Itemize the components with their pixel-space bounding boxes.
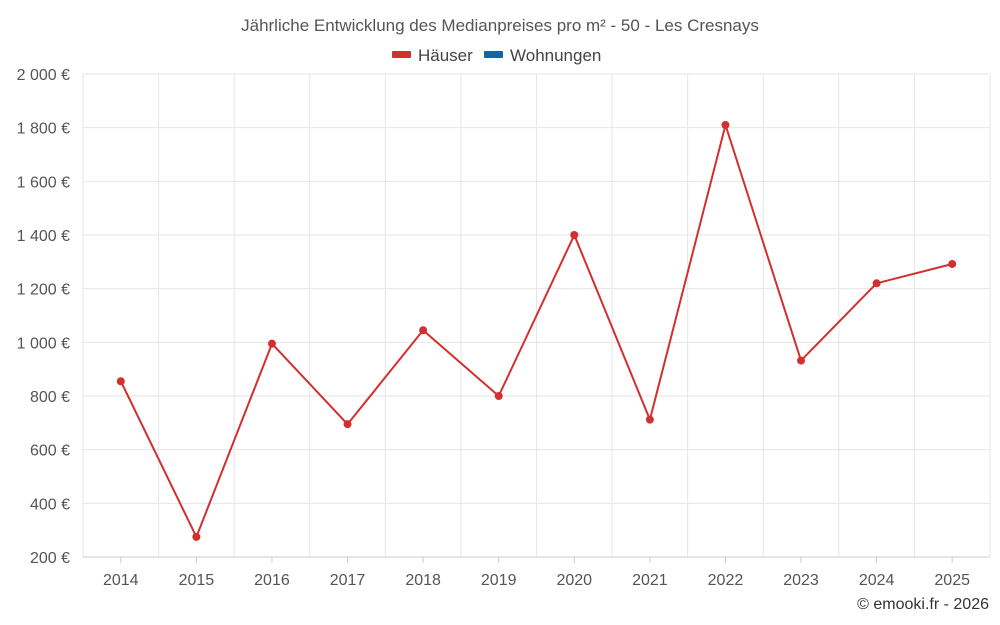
y-tick-label: 200 € [30, 550, 70, 567]
x-tick-label: 2016 [254, 572, 290, 589]
data-point[interactable] [419, 326, 428, 335]
legend-item-hauser[interactable]: Häuser [392, 46, 473, 65]
data-point[interactable] [948, 259, 957, 268]
x-tick-label: 2014 [103, 572, 139, 589]
x-tick-label: 2024 [859, 572, 895, 589]
series-line-0 [119, 124, 953, 538]
x-tick-label: 2017 [330, 572, 366, 589]
chart-title: Jährliche Entwicklung des Medianpreises … [241, 16, 759, 35]
grid [82, 73, 991, 558]
y-axis: 200 € 400 € 600 € 800 € 1 000 € 1 200 € 1 400 … [17, 67, 70, 567]
y-tick-label: 1 600 € [17, 174, 70, 191]
x-tick-label: 2020 [556, 572, 592, 589]
x-tick-label: 2015 [179, 572, 215, 589]
y-tick-label: 600 € [30, 443, 70, 460]
x-tick-label: 2019 [481, 572, 517, 589]
data-point[interactable] [116, 377, 125, 386]
y-tick-label: 800 € [30, 389, 70, 406]
data-point[interactable] [494, 392, 503, 400]
y-tick-label: 1 800 € [17, 121, 70, 138]
series-layer [116, 120, 957, 541]
x-tick-label: 2022 [708, 572, 744, 589]
data-point[interactable] [872, 279, 881, 288]
legend-swatch-hauser [392, 51, 411, 58]
y-tick-label: 400 € [30, 496, 70, 513]
data-point[interactable] [570, 231, 579, 239]
x-axis: 2014 2015 2016 2017 2018 2019 2020 2021 2022 2023… [83, 556, 990, 589]
x-tick-label: 2018 [405, 572, 441, 589]
data-point[interactable] [343, 420, 352, 429]
credit-text: © emooki.fr - 2026 [857, 596, 989, 613]
legend-item-wohnungen[interactable]: Wohnungen [484, 46, 601, 65]
data-point[interactable] [797, 356, 806, 365]
y-tick-label: 1 400 € [17, 228, 70, 245]
y-tick-label: 2 000 € [17, 67, 70, 84]
legend-swatch-wohnungen [484, 51, 503, 58]
x-tick-label: 2021 [632, 572, 668, 589]
y-tick-label: 1 000 € [17, 335, 70, 352]
legend-label-hauser: Häuser [418, 46, 473, 65]
data-point[interactable] [645, 415, 654, 424]
data-point[interactable] [267, 339, 276, 348]
x-tick-label: 2025 [934, 572, 970, 589]
y-tick-label: 1 200 € [17, 282, 70, 299]
x-tick-label: 2023 [783, 572, 819, 589]
legend: Häuser Wohnungen [392, 46, 601, 65]
data-point[interactable] [721, 120, 730, 129]
legend-label-wohnungen: Wohnungen [510, 46, 601, 65]
data-point[interactable] [192, 532, 201, 541]
